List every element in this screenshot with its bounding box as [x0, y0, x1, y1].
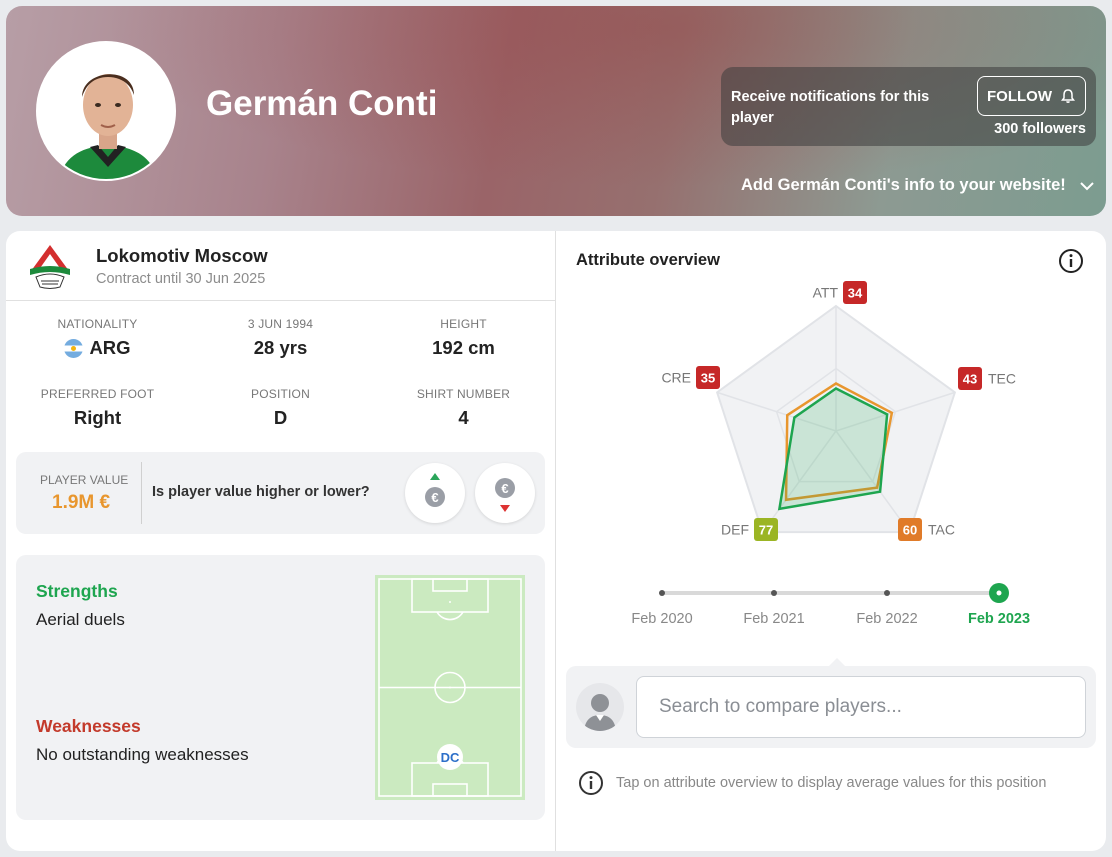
attribute-badge-def: [754, 518, 778, 541]
position-value: D: [273, 407, 288, 428]
player-name: Germán Conti: [206, 84, 438, 123]
timeline-selector: Feb 2020 Feb 2021 Feb 2022 Feb 2023: [566, 576, 1096, 636]
timeline-label[interactable]: Feb 2020: [631, 611, 693, 627]
column-divider: [555, 231, 556, 851]
embed-link-label: Add Germán Conti's info to your website!: [741, 176, 1066, 194]
preferred-foot-label: PREFERRED FOOT: [40, 387, 155, 401]
timeline-point: [884, 590, 890, 596]
age-cell: 3 JUN 1994 28 yrs: [189, 317, 372, 359]
height-label: HEIGHT: [440, 317, 487, 331]
attribute-badge-cre: [696, 366, 720, 389]
radar-labels: 34 ATT 43 TEC 60 TAC 77 DEF 35 CRE: [661, 281, 1016, 541]
radar-axis: [761, 430, 837, 533]
nationality-value: ARG: [89, 337, 131, 358]
attribute-value-def: 77: [759, 523, 773, 538]
nationality-cell: NATIONALITY ARG: [6, 317, 189, 359]
followers-count: 300 followers: [994, 121, 1086, 137]
player-value-panel: PLAYER VALUE 1.9M € Is player value high…: [16, 452, 545, 534]
info-icon[interactable]: [1058, 248, 1084, 274]
timeline-label[interactable]: Feb 2022: [856, 611, 918, 627]
attribute-label-att: ATT: [813, 285, 839, 301]
position-cell: POSITION D: [189, 387, 372, 429]
timeline-track: [659, 583, 1009, 603]
height-value: 192 cm: [432, 337, 495, 358]
compare-search-input[interactable]: [636, 676, 1086, 738]
radar-grid: [715, 304, 957, 534]
radar-inner-ring: [775, 367, 897, 483]
attribute-label-def: DEF: [721, 522, 749, 538]
compare-players-panel: [566, 658, 1096, 748]
radar-axis: [835, 430, 911, 533]
height-cell: HEIGHT 192 cm: [372, 317, 555, 359]
club-section[interactable]: Lokomotiv Moscow Contract until 30 Jun 2…: [6, 231, 555, 301]
attribute-value-tec: 43: [963, 372, 977, 387]
weaknesses-list: No outstanding weaknesses: [36, 745, 249, 764]
radar-axis: [716, 391, 837, 432]
attribute-radar-chart[interactable]: 34 ATT 43 TEC 60 TAC 77 DEF 35 CRE: [566, 281, 1096, 581]
attribute-label-tec: TEC: [988, 371, 1016, 387]
info-icon: [579, 771, 603, 795]
player-value-separator: [141, 462, 142, 524]
timeline-point: [771, 590, 777, 596]
weaknesses-title: Weaknesses: [36, 716, 141, 736]
arrow-down-icon: [500, 505, 510, 512]
shirt-number-label: SHIRT NUMBER: [416, 387, 511, 401]
club-logo: [30, 245, 70, 289]
current-attribute-series: [777, 387, 889, 511]
birth-date-label: 3 JUN 1994: [247, 317, 314, 331]
attribute-label-tac: TAC: [928, 522, 955, 538]
follow-label: FOLLOW: [987, 87, 1052, 105]
player-header: Germán Conti Receive notifications for t…: [6, 6, 1106, 216]
preferred-foot-value: Right: [73, 407, 122, 428]
notification-text: Receive notifications for this player: [731, 89, 930, 126]
attribute-badge-att: [843, 281, 867, 304]
euro-icon: €: [425, 487, 445, 507]
avatar-placeholder-icon: [576, 683, 624, 731]
timeline-point: [659, 590, 665, 596]
hint-row: Tap on attribute overview to display ave…: [578, 770, 1046, 796]
shirt-number-cell: SHIRT NUMBER 4: [372, 387, 555, 429]
attribute-value-att: 34: [848, 286, 863, 301]
position-pitch: DC: [375, 575, 525, 800]
attribute-overview-title: Attribute overview: [576, 251, 720, 269]
shirt-number-value: 4: [458, 407, 469, 428]
player-value-question: Is player value higher or lower?: [152, 484, 370, 500]
radar-axis: [835, 391, 956, 432]
timeline-label[interactable]: Feb 2021: [743, 611, 805, 627]
attribute-label-cre: CRE: [661, 370, 691, 386]
nationality-label: NATIONALITY: [57, 317, 138, 331]
average-attribute-series: [784, 382, 894, 502]
follow-button[interactable]: FOLLOW: [977, 76, 1086, 116]
player-value-label: PLAYER VALUE: [40, 473, 129, 487]
attribute-badge-tac: [898, 518, 922, 541]
euro-icon: €: [495, 478, 515, 498]
notification-panel: Receive notifications for this player FO…: [721, 67, 1096, 146]
value-lower-button[interactable]: €: [475, 463, 535, 523]
strengths-list: Aerial duels: [36, 610, 125, 629]
chevron-down-icon: [1080, 181, 1094, 190]
player-details-card: Lokomotiv Moscow Contract until 30 Jun 2…: [6, 231, 1106, 851]
contract-expiry: Contract until 30 Jun 2025: [96, 271, 266, 287]
club-name[interactable]: Lokomotiv Moscow: [96, 245, 268, 266]
arrow-up-icon: [430, 473, 440, 480]
embed-info-link[interactable]: Add Germán Conti's info to your website!: [741, 176, 1094, 195]
age-value: 28 yrs: [253, 337, 308, 358]
preferred-foot-cell: PREFERRED FOOT Right: [6, 387, 189, 429]
position-label: POSITION: [251, 387, 310, 401]
strengths-title: Strengths: [36, 581, 118, 601]
attribute-value-cre: 35: [701, 371, 715, 386]
player-photo: [36, 41, 176, 181]
position-marker: DC: [441, 750, 460, 765]
value-higher-button[interactable]: €: [405, 463, 465, 523]
attribute-value-tac: 60: [903, 523, 917, 538]
argentina-flag-icon: [64, 338, 84, 358]
timeline-label[interactable]: Feb 2023: [967, 611, 1031, 627]
hint-text: Tap on attribute overview to display ave…: [616, 775, 1047, 791]
player-value-amount: 1.9M €: [52, 492, 111, 513]
strengths-weaknesses-panel: Strengths Aerial duels Weaknesses No out…: [16, 555, 545, 820]
bell-icon: [1060, 89, 1075, 103]
attribute-badge-tec: [958, 367, 982, 390]
